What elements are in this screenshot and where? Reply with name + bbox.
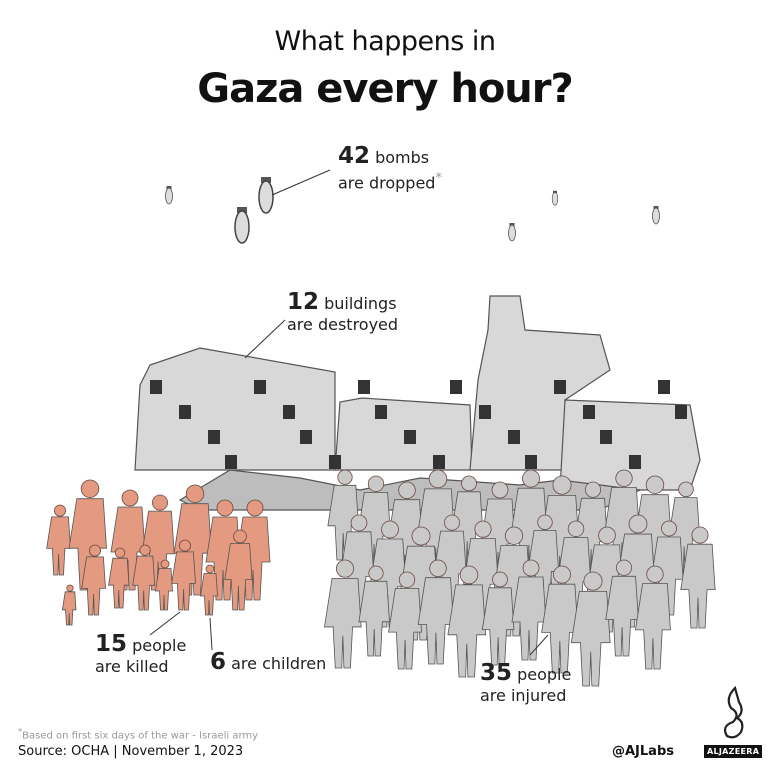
person-figure [481,571,515,666]
killed-text: are killed [95,657,169,676]
window [450,380,462,394]
window [629,455,641,469]
injured-text: are injured [480,686,567,705]
footnote-text: Based on first six days of the war - Isr… [22,730,259,742]
bombs-number: 42 [338,143,371,169]
footnote-marker: * [18,726,23,736]
bomb-icon [652,206,660,225]
killed-callout-line [149,611,181,636]
window [329,455,341,469]
building-middle [334,397,473,471]
person-figure [108,547,130,609]
person-figure [680,526,716,629]
person-figure [634,565,671,670]
window [675,405,687,419]
bombs-asterisk: * [435,171,443,186]
bomb-icon [508,223,516,242]
children-callout-line [209,617,213,651]
injured-unit: people [517,665,572,684]
bombs-unit: bombs [375,148,430,167]
bombs-group [165,177,660,244]
injured-number: 35 [480,660,513,686]
killed-stat: 15 people are killed [95,631,187,677]
bombs-text: are dropped [338,173,436,193]
person-figure [132,544,156,611]
title-line-1: What happens in [274,26,496,57]
window [404,430,416,444]
bomb-icon [234,207,250,244]
person-figure [527,514,560,607]
window [283,405,295,419]
bomb-icon [165,186,173,205]
bomb-icon [258,177,274,214]
building-left [134,347,336,471]
person-figure [447,565,487,678]
window [300,430,312,444]
window [254,380,266,394]
person-figure [324,559,362,669]
person-figure [61,584,77,626]
window [554,380,566,394]
window [600,430,612,444]
person-figure [155,559,173,611]
injured-stat: 35 people are injured [480,660,572,706]
buildings-number: 12 [287,289,320,315]
aljazeera-brand: ALJAZEERA [704,745,763,758]
title-line-2: Gaza every hour? [197,66,573,112]
people-injured-group [324,469,716,687]
window [225,455,237,469]
bombs-stat: 42 bombs are dropped* [338,143,443,193]
person-figure [81,544,106,616]
bomb-icon [551,190,559,206]
killed-unit: people [132,636,187,655]
children-text: are children [231,654,327,673]
buildings-callout-line [244,319,286,359]
window [358,380,370,394]
ajlabs-handle: @AJLabs [612,744,674,759]
killed-number: 15 [95,631,128,657]
footnote: *Based on first six days of the war - Is… [18,726,258,741]
window [525,455,537,469]
aljazeera-logo [723,685,744,739]
window [375,405,387,419]
person-figure [171,539,196,611]
window [433,455,445,469]
injured-callout-line [529,634,549,656]
window [479,405,491,419]
window [150,380,162,394]
ruined-buildings [134,295,701,511]
callout-lines [149,169,549,656]
children-number: 6 [210,649,227,675]
window [208,430,220,444]
person-figure [224,529,253,611]
window [583,405,595,419]
buildings-stat: 12 buildings are destroyed [287,289,399,335]
person-figure [358,565,390,657]
person-figure [46,504,71,576]
person-figure [570,571,611,687]
window [179,405,191,419]
children-stat: 6 are children [210,649,327,675]
source-line: Source: OCHA | November 1, 2023 [18,744,244,759]
buildings-text: are destroyed [287,315,399,334]
person-figure [200,564,218,616]
buildings-unit: buildings [324,294,397,313]
building-right [559,399,701,491]
people-killed-group [46,479,271,626]
window [658,380,670,394]
person-figure [586,526,624,633]
window [508,430,520,444]
bombs-callout-line [271,169,331,196]
